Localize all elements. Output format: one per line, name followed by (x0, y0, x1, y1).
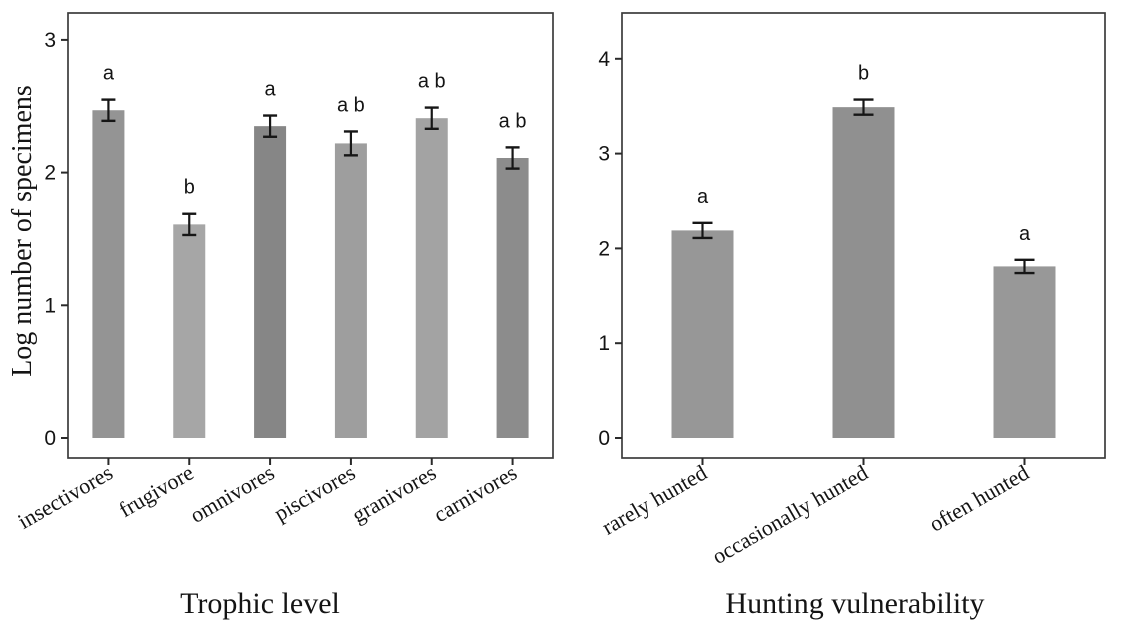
y-tick-label: 3 (598, 143, 610, 166)
y-tick-label: 0 (44, 427, 56, 450)
category-label: omnivores (186, 460, 279, 528)
significance-letter: a b (337, 94, 365, 116)
category-label: insectivores (13, 460, 117, 534)
significance-letter: a b (499, 110, 527, 132)
bar (334, 143, 367, 438)
bar (254, 126, 287, 438)
significance-letter: a (265, 79, 277, 101)
category-label: often hunted (925, 460, 1033, 537)
category-label: rarely hunted (597, 460, 711, 540)
significance-letter: b (184, 177, 195, 199)
y-tick-label: 0 (598, 427, 610, 450)
x-axis-title: Hunting vulnerability (725, 587, 984, 620)
significance-letter: b (858, 63, 869, 85)
category-label: frugivore (114, 460, 197, 523)
bar (993, 266, 1056, 438)
bar (671, 230, 734, 438)
significance-letter: a (697, 186, 709, 208)
category-label: occasionally hunted (708, 460, 872, 569)
category-label: granivores (347, 460, 440, 528)
bar (173, 224, 206, 438)
category-label: piscivores (270, 460, 360, 526)
bar (496, 158, 529, 439)
bar (92, 110, 125, 438)
y-axis-title: Log number of specimens (7, 85, 38, 377)
bar (415, 118, 448, 439)
y-tick-label: 2 (598, 237, 610, 260)
y-tick-label: 1 (44, 294, 56, 317)
y-tick-label: 3 (44, 29, 56, 52)
hunting-vulnerability-chart: 0 1 2 3 4 a rarely hunted b occasionally hunted a… (597, 12, 1106, 620)
x-axis-title: Trophic level (180, 587, 340, 620)
significance-letter: a (103, 63, 115, 85)
significance-letter: a (1019, 223, 1031, 245)
significance-letter: a b (418, 71, 446, 93)
category-label: carnivores (429, 460, 521, 527)
y-tick-label: 2 (44, 162, 56, 185)
y-tick-label: 4 (598, 48, 610, 71)
panel-border (67, 12, 554, 459)
y-tick-label: 1 (598, 332, 610, 355)
bar (832, 107, 895, 438)
trophic-level-chart: 0 1 2 3 a insectivores b frugivore a omnivores a b… (7, 12, 554, 620)
